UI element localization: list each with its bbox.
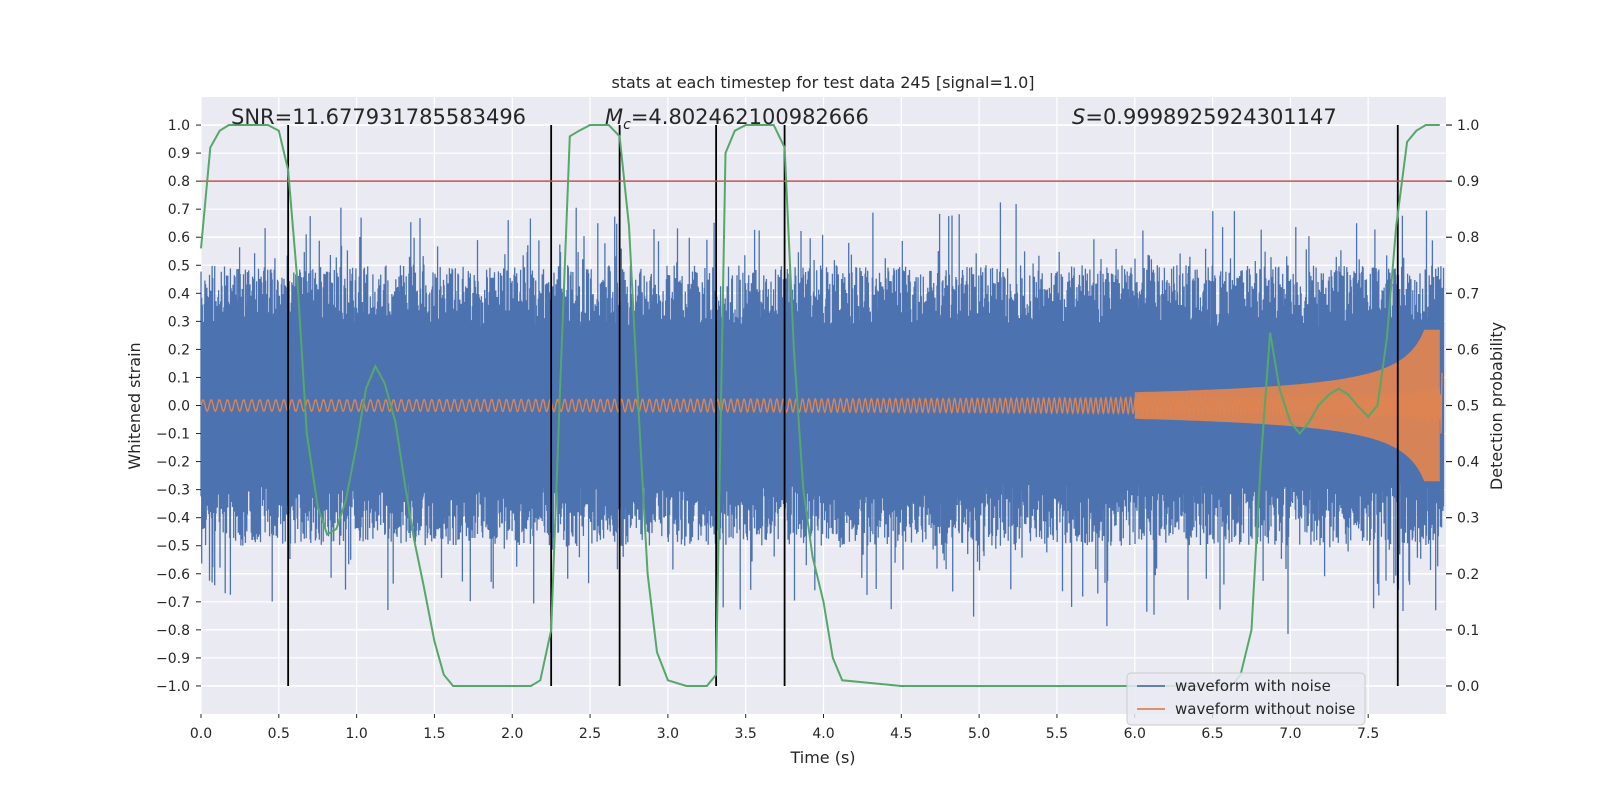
y2-tick-label: 0.2 — [1457, 567, 1479, 583]
chirp-mass-subscript: c — [623, 117, 631, 133]
clean-series — [200, 329, 1443, 482]
y2-tick-label: 0.5 — [1457, 399, 1479, 415]
y-ticks: 1.0 0.9 0.8 0.7 0.6 0.5 0.4 0.3 0.2 0.1 0.0 −0.1 −0.… — [156, 118, 201, 695]
x-tick-label: 1.5 — [423, 726, 445, 742]
y-tick-label: −0.5 — [156, 539, 190, 555]
y-tick-label: 0.8 — [168, 174, 190, 190]
x-tick-label: 3.5 — [735, 726, 757, 742]
y-tick-label: −0.8 — [156, 623, 190, 639]
y2-tick-label: 0.8 — [1457, 230, 1479, 246]
x-tick-label: 0.5 — [268, 726, 290, 742]
snr-annotation: SNR=11.677931785583496 — [231, 105, 526, 129]
y2-axis-label: Detection probability — [1487, 322, 1506, 490]
y-tick-label: −0.9 — [156, 651, 190, 667]
legend: waveform with noise waveform without noi… — [1126, 672, 1366, 726]
y-tick-label: −1.0 — [156, 679, 190, 695]
x-tick-label: 1.0 — [345, 726, 367, 742]
y2-tick-label: 0.9 — [1457, 174, 1479, 190]
y2-tick-label: 0.0 — [1457, 679, 1479, 695]
x-tick-label: 2.0 — [501, 726, 523, 742]
y-tick-label: 0.5 — [168, 258, 190, 274]
y-tick-label: 0.4 — [168, 286, 190, 302]
y-tick-label: −0.4 — [156, 511, 190, 527]
y2-tick-label: 0.6 — [1457, 342, 1479, 358]
legend-box — [1126, 672, 1366, 726]
x-tick-label: 6.0 — [1124, 726, 1146, 742]
y2-tick-label: 1.0 — [1457, 118, 1479, 134]
y-tick-label: −0.7 — [156, 595, 190, 611]
chart-title: stats at each timestep for test data 245… — [611, 73, 1034, 92]
x-tick-label: 7.0 — [1279, 726, 1301, 742]
y-axis-label: Whitened strain — [125, 342, 144, 469]
x-tick-label: 7.5 — [1357, 726, 1379, 742]
y-tick-label: 0.6 — [168, 230, 190, 246]
x-tick-label: 6.5 — [1201, 726, 1223, 742]
x-tick-label: 4.5 — [890, 726, 912, 742]
y2-tick-label: 0.4 — [1457, 455, 1479, 471]
spin-annotation: S=0.9998925924301147 — [1072, 105, 1337, 129]
y-tick-label: 0.7 — [168, 202, 190, 218]
spin-symbol: S — [1072, 105, 1085, 129]
x-tick-label: 3.0 — [657, 726, 679, 742]
detection-probability-line — [200, 124, 1440, 687]
y-tick-label: 0.3 — [168, 314, 190, 330]
x-ticks: 0.0 0.5 1.0 1.5 2.0 2.5 3.0 3.5 4.0 4.5 5.0 5.5 6.0 6… — [190, 714, 1379, 742]
y-tick-label: −0.6 — [156, 567, 190, 583]
y2-tick-label: 0.3 — [1457, 511, 1479, 527]
y-tick-label: −0.3 — [156, 483, 190, 499]
y2-tick-label: 0.7 — [1457, 286, 1479, 302]
chirp-mass-value: =4.802462100982666 — [631, 105, 869, 129]
spin-value: =0.9998925924301147 — [1085, 105, 1336, 129]
y-tick-label: 0.2 — [168, 342, 190, 358]
probability-series — [200, 124, 1440, 687]
x-tick-label: 2.5 — [579, 726, 601, 742]
x-tick-label: 0.0 — [190, 726, 212, 742]
x-tick-label: 4.0 — [812, 726, 834, 742]
y-tick-label: 1.0 — [168, 118, 190, 134]
y-tick-label: 0.1 — [168, 370, 190, 386]
chirp-mass-annotation: Mc=4.802462100982666 — [605, 105, 869, 133]
y-tick-label: −0.2 — [156, 455, 190, 471]
y2-ticks: 1.0 0.9 0.8 0.7 0.6 0.5 0.4 0.3 0.2 0.1 0.0 — [1446, 118, 1479, 695]
vertical-lines — [287, 125, 1399, 686]
y-tick-label: 0.9 — [168, 146, 190, 162]
y2-tick-label: 0.1 — [1457, 623, 1479, 639]
y-tick-label: −0.1 — [156, 427, 190, 443]
chirp-mass-symbol: M — [605, 105, 623, 129]
clean-waveform-envelope — [1134, 329, 1440, 482]
legend-label-noise: waveform with noise — [1175, 677, 1331, 695]
x-tick-label: 5.0 — [968, 726, 990, 742]
y-tick-label: 0.0 — [168, 399, 190, 415]
x-tick-label: 5.5 — [1046, 726, 1068, 742]
x-axis-label: Time (s) — [789, 748, 855, 767]
legend-label-clean: waveform without noise — [1175, 700, 1355, 718]
